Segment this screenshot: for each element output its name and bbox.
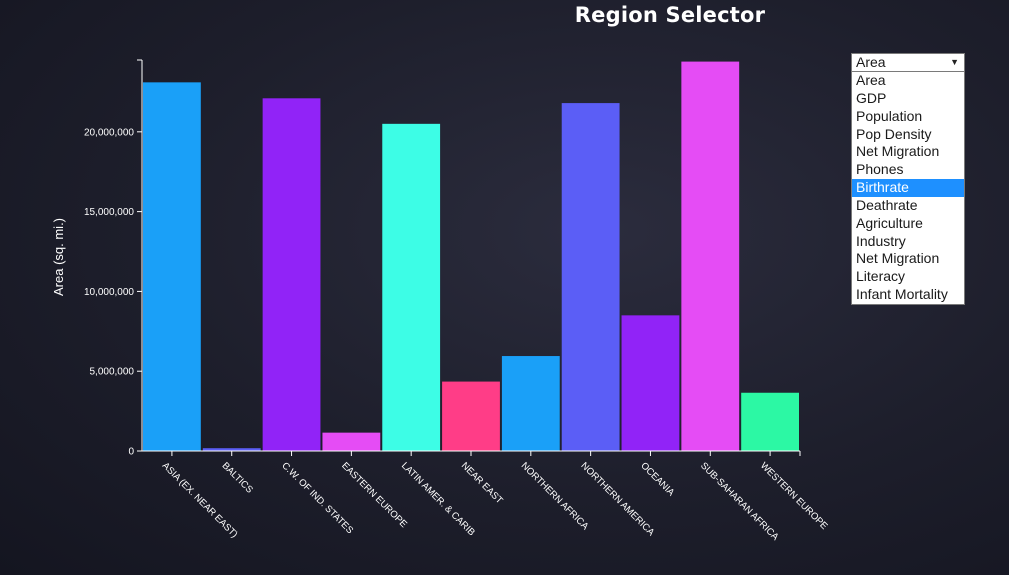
metric-option[interactable]: Agriculture	[856, 214, 923, 231]
y-tick-label: 20,000,000	[84, 127, 134, 138]
bar[interactable]	[621, 315, 680, 451]
bar[interactable]	[741, 392, 799, 451]
metric-select-box[interactable]: Area ▼	[851, 53, 965, 72]
bar[interactable]	[143, 82, 201, 451]
bar[interactable]	[382, 123, 441, 451]
bar[interactable]	[442, 381, 500, 451]
bar[interactable]	[501, 356, 560, 451]
bar[interactable]	[262, 98, 321, 452]
metric-option[interactable]: Net Migration	[856, 143, 940, 160]
metric-option[interactable]: Phones	[856, 161, 904, 178]
x-tick-label: OCEANIA	[638, 460, 676, 498]
metric-option[interactable]: Pop Density	[856, 125, 932, 142]
x-tick-label: NORTHERN AFRICA	[519, 460, 591, 532]
metric-option[interactable]: Net Migration	[856, 250, 940, 267]
page-title: Region Selector	[574, 3, 766, 27]
x-tick-label: BALTICS	[220, 460, 255, 495]
y-axis: 0 5,000,000 10,000,000 15,000,000 20,000,000	[84, 59, 143, 458]
x-tick-label: EASTERN EUROPE	[339, 460, 409, 530]
selected-value: Area	[856, 54, 886, 70]
bar[interactable]	[681, 61, 740, 451]
y-tick-label: 15,000,000	[84, 207, 134, 218]
dropdown-arrow-icon[interactable]: ▼	[950, 57, 959, 67]
bar[interactable]	[322, 432, 381, 451]
bar[interactable]	[202, 448, 261, 451]
metric-option[interactable]: Area	[856, 72, 886, 88]
metric-option[interactable]: Literacy	[856, 268, 906, 285]
y-axis-label: Area (sq. mi.)	[51, 218, 66, 296]
x-tick-label: WESTERN EUROPE	[758, 460, 830, 532]
metric-option[interactable]: Infant Mortality	[856, 286, 948, 303]
y-tick-label: 10,000,000	[84, 287, 134, 298]
x-tick-label: NEAR EAST	[459, 460, 505, 506]
metric-option[interactable]: Birthrate	[852, 179, 964, 197]
metric-option[interactable]: Deathrate	[856, 196, 918, 213]
metric-option-list: Area GDP Population Pop Density Net Migratio…	[851, 72, 965, 305]
metric-selector[interactable]: Area ▼ Area GDP Population Pop Density Net M…	[851, 53, 965, 305]
bar[interactable]	[561, 103, 620, 452]
metric-option[interactable]: Population	[856, 107, 923, 124]
y-tick-label: 5,000,000	[90, 367, 135, 378]
x-axis: ASIA (EX. NEAR EAST)BALTICS C.W. OF IND. …	[142, 450, 830, 543]
bars-group	[143, 61, 799, 452]
y-tick-label: 0	[128, 447, 134, 458]
metric-option[interactable]: GDP	[856, 89, 887, 106]
metric-option[interactable]: Industry	[856, 232, 906, 249]
